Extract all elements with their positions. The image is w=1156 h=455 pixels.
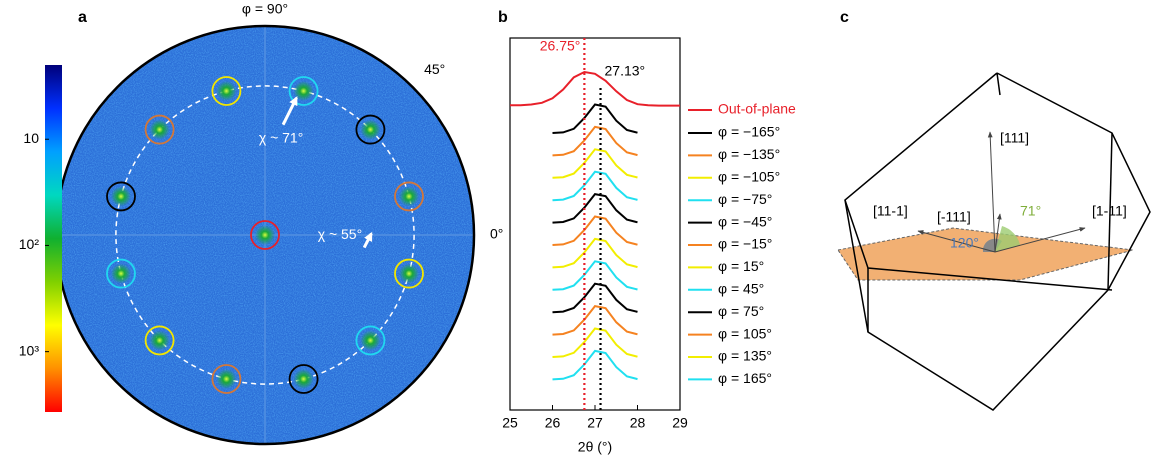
curve [552,237,638,269]
x-tick-label: 26 [545,415,561,431]
spot [398,186,419,207]
colorbar-tick-label: 10² [19,236,40,252]
x-tick-label: 27 [587,415,603,431]
wireframe [844,72,1151,411]
legend-label: φ = −15° [718,236,772,252]
spot-ring [106,181,136,212]
marker-label: 26.75° [540,38,581,54]
spot-ring [394,181,424,212]
spot [149,119,170,140]
x-tick-label: 28 [630,415,646,431]
axis-arrows [917,131,1086,253]
spot-ring [211,364,242,394]
legend-label: φ = −165° [718,124,780,140]
ring [115,85,415,385]
spot [398,263,419,284]
azimuth-label: 45° [424,61,445,77]
legend-label: φ = 45° [718,281,764,297]
direction-label: [-111] [937,209,971,225]
curve [552,192,638,224]
curve [552,125,638,157]
legend-label: φ = −135° [718,146,780,162]
curve [552,349,638,381]
x-tick-label: 29 [672,415,688,431]
legend-label: φ = 105° [718,325,772,341]
spot [111,186,132,207]
azimuth-label: φ = 90° [242,1,288,17]
curve [510,70,680,107]
spot [360,330,381,351]
colorbar [45,65,62,412]
spot-ring [288,364,319,394]
marker-label: 27.13° [605,63,646,79]
curve [552,327,638,358]
x-axis-label: 2θ (°) [578,439,612,455]
annotation: χ ~ 55° [318,226,362,242]
direction-label: [11-1] [873,203,908,219]
direction-label: [111] [1000,130,1029,146]
spot-ring [394,258,424,289]
spot [293,81,314,102]
spot [216,81,237,102]
spot [360,119,381,140]
annotation-arrow [362,231,373,249]
panel-letter: b [498,9,508,26]
legend-label: φ = 165° [718,370,772,386]
colorbar-tick-label: 10³ [19,342,40,358]
curve [552,103,638,134]
spot-ring [211,76,242,106]
x-tick-label: 25 [502,415,518,431]
annotation: χ ~ 71° [259,129,303,145]
curve [552,215,638,246]
angle-label: 71° [1020,203,1041,219]
spot [293,368,314,389]
spot-ring [106,258,136,289]
angle-wedge [982,238,1002,252]
spot-ring [288,76,319,106]
spot-ring [355,114,386,145]
legend-label: φ = 135° [718,348,772,364]
legend-label: φ = −75° [718,191,772,207]
legend-label: φ = 75° [718,303,764,319]
spot-ring [355,325,386,356]
legend-label: Out-of-plane [718,101,796,117]
curve [552,304,638,336]
angle-label: 120° [950,235,979,251]
crystal-diagram: [111] [11-1] [-111] [1-11] 120° 71° [837,72,1151,411]
colorbar-tick-label: 10 [23,130,39,146]
spot [216,368,237,389]
spot [255,225,275,245]
curve [552,260,638,291]
plot-frame [509,37,681,411]
spot-ring [144,114,175,145]
direction-label: [1-11] [1092,203,1127,219]
legend-label: φ = 15° [718,258,764,274]
curve [552,148,638,179]
angle-wedge [995,226,1020,252]
annotation-arrow [281,96,298,126]
curve [552,170,638,202]
spot [149,330,170,351]
plane [837,227,1134,281]
panel-letter: c [840,9,849,26]
curve [552,282,638,314]
spot-ring [144,325,175,356]
panel-letter: a [78,9,87,26]
azimuth-label: 0° [490,226,503,242]
spot [111,263,132,284]
legend-label: φ = −45° [718,213,772,229]
spot-ring [250,220,280,250]
legend-label: φ = −105° [718,169,780,185]
